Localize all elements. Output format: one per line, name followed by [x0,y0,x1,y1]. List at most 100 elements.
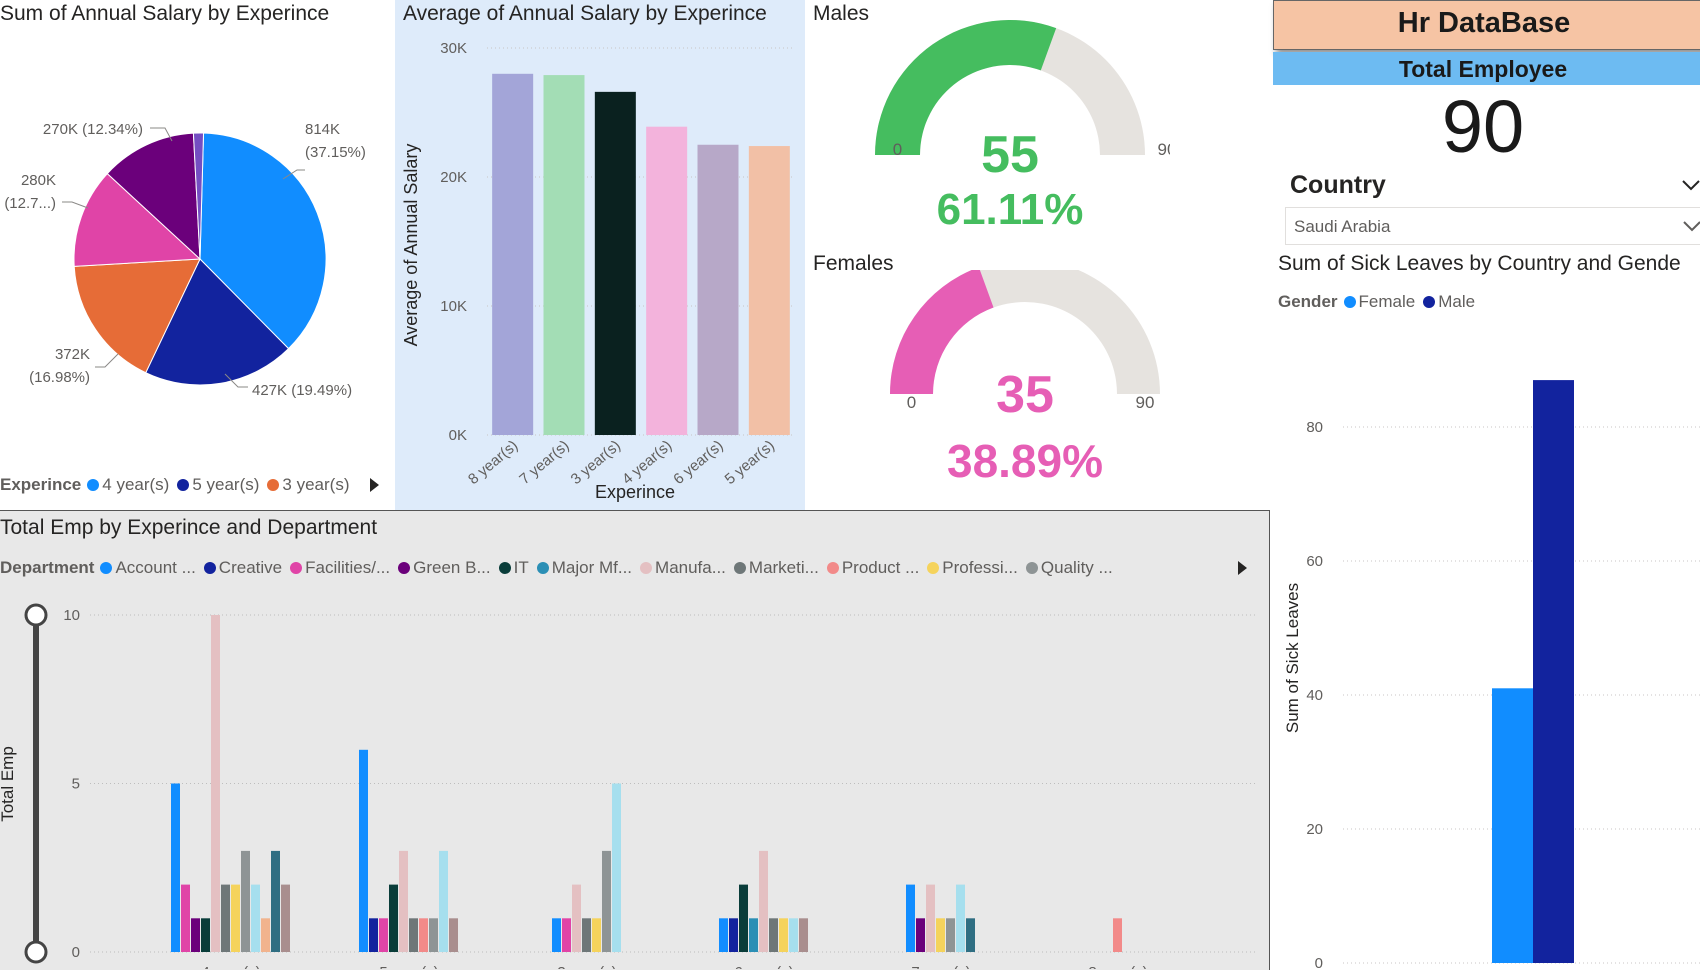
bar[interactable] [261,918,270,952]
bar[interactable] [906,884,915,952]
bar[interactable] [429,918,438,952]
total-emp-panel: Total Emp by Experince and Department De… [0,510,1270,970]
legend-next-arrow-icon[interactable] [369,478,379,492]
pie-slice[interactable] [73,258,201,374]
bar[interactable] [449,918,458,952]
pie-slice[interactable] [192,132,205,260]
pie-slice[interactable] [199,132,327,350]
gauge-percent: 61.11% [937,185,1084,234]
legend-item[interactable]: Account ... [100,558,196,578]
legend-dot [498,562,511,574]
bar[interactable] [936,918,945,952]
chevron-down-icon[interactable] [1682,220,1700,234]
bar[interactable] [552,918,561,952]
bar[interactable] [602,850,611,952]
legend-item[interactable]: Creative [203,558,283,578]
legend-dot [536,562,549,574]
avg-salary-chart[interactable]: 0K 10K 20K 30K 8 year(s)7 year(s)3 year(s)4 … [395,30,805,510]
bar[interactable] [211,615,220,952]
legend-item[interactable]: IT [498,558,529,578]
bar[interactable] [409,918,418,952]
bar[interactable] [181,884,190,952]
bar[interactable] [697,144,739,435]
y-axis-title: Average of Annual Salary [401,144,421,347]
bar[interactable] [201,918,210,952]
legend-item[interactable]: Quality ... [1025,558,1113,578]
gauge-fill[interactable] [890,270,994,394]
legend-item[interactable]: Marketi... [733,558,819,578]
bar[interactable] [359,749,368,952]
chevron-down-icon[interactable] [1681,179,1700,193]
legend-item[interactable]: 5 year(s) [177,475,259,495]
legend-label: Product ... [841,558,920,577]
gauge-fill[interactable] [875,20,1057,155]
bar[interactable] [719,918,728,952]
pie-slice[interactable] [145,258,290,386]
bar[interactable] [916,918,925,952]
bar[interactable] [251,884,260,952]
bar[interactable] [799,918,808,952]
bar[interactable] [572,884,581,952]
country-dropdown[interactable]: Saudi Arabia [1285,207,1700,245]
bar[interactable] [281,884,290,952]
bar[interactable] [779,918,788,952]
legend-item[interactable]: Major Mf... [536,558,632,578]
bar[interactable] [492,73,534,436]
legend-next-arrow-icon[interactable] [1238,561,1247,575]
bar[interactable] [369,918,378,952]
bar[interactable] [419,918,428,952]
bar[interactable] [926,884,935,952]
legend-item[interactable]: Male [1423,292,1475,312]
legend-item[interactable]: Manufa... [640,558,726,578]
legend-item[interactable]: 3 year(s) [267,475,350,495]
bar[interactable] [749,918,758,952]
pie-leader-line [95,353,119,368]
bar[interactable] [956,884,965,952]
legend-label: Creative [218,558,283,577]
bar[interactable] [221,884,230,952]
pie-leader-line [62,201,89,209]
bar[interactable] [612,783,621,953]
bar[interactable] [241,850,250,952]
legend-item[interactable]: Green B... [398,558,491,578]
bar[interactable] [594,91,636,436]
legend-item[interactable]: Facilities/... [290,558,390,578]
bar[interactable] [729,918,738,952]
females-gauge[interactable]: 35 38.89% 0 90 [805,270,1170,510]
bar[interactable] [439,850,448,952]
bar[interactable] [171,783,180,953]
bar[interactable] [966,918,975,952]
bar[interactable] [379,918,388,952]
pie-chart[interactable]: 814K (37.15%) 427K (19.49%) 372K (16.98%) 280… [0,30,395,500]
pie-slice[interactable] [73,172,202,267]
bar[interactable] [231,884,240,952]
bar[interactable] [389,884,398,952]
bar[interactable] [946,918,955,952]
bar[interactable] [592,918,601,952]
bar[interactable] [769,918,778,952]
bar[interactable] [1492,688,1533,963]
legend-item[interactable]: Product ... [826,558,920,578]
bar[interactable] [759,850,768,952]
sick-leaves-chart[interactable]: 020406080Saudi ArabiaCountrySum of Sick … [1273,320,1700,970]
bar[interactable] [543,75,585,435]
bar[interactable] [582,918,591,952]
bar[interactable] [399,850,408,952]
bar[interactable] [646,126,688,435]
legend-item[interactable]: 4 year(s) [87,475,169,495]
bar[interactable] [1533,380,1574,964]
bar[interactable] [562,918,571,952]
bar[interactable] [271,850,280,952]
range-slider-handle[interactable] [24,940,48,964]
bar[interactable] [789,918,798,952]
bar[interactable] [748,146,790,435]
legend-item[interactable]: Female [1343,292,1415,312]
bar[interactable] [191,918,200,952]
bar[interactable] [739,884,748,952]
legend-item[interactable]: Professi... [927,558,1018,578]
total-emp-chart[interactable]: 0 5 10 4 year(s) 5 year(s) 3 year(s) 6 year(s)… [0,579,1268,969]
range-slider-handle[interactable] [24,603,48,627]
pie-slice[interactable] [106,132,201,261]
bar[interactable] [1113,918,1122,952]
